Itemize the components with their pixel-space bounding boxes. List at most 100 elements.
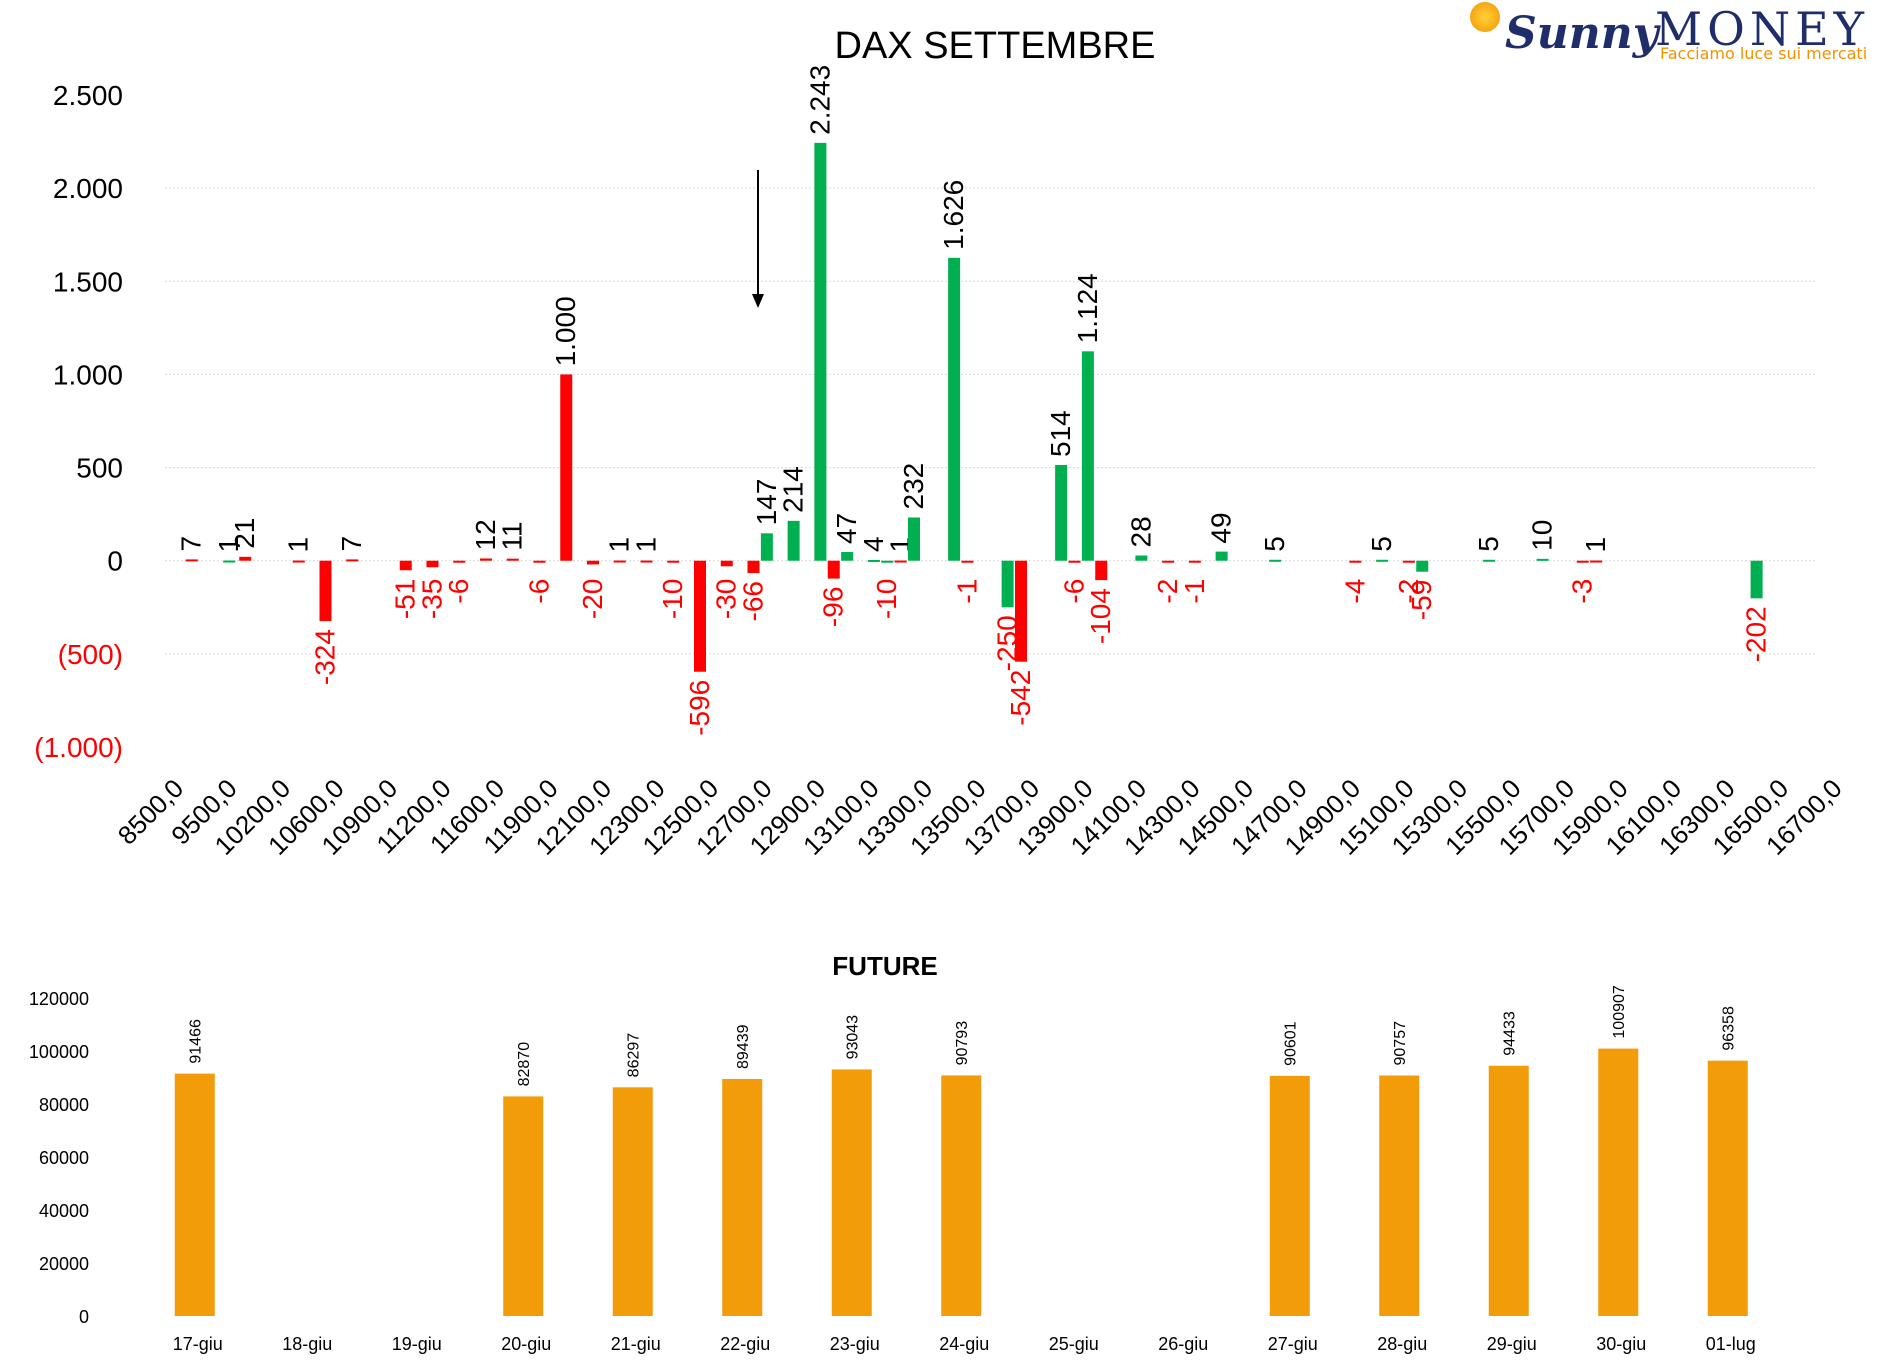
data-label: -30 <box>711 579 742 619</box>
bar <box>841 551 854 561</box>
bar <box>533 560 546 563</box>
data-label: -10 <box>657 579 688 619</box>
bar <box>747 560 760 574</box>
data-label: -324 <box>310 629 341 685</box>
data-label: 100907 <box>1611 985 1628 1038</box>
bar <box>506 558 519 561</box>
x-tick-label: 23-giu <box>830 1334 880 1354</box>
bar <box>1269 559 1282 562</box>
logo-tagline: Facciamo luce sui mercati <box>1660 44 1868 63</box>
data-label: -4 <box>1339 579 1370 604</box>
data-label: 1 <box>604 537 635 553</box>
bar <box>399 560 412 571</box>
data-label: -1 <box>952 579 983 604</box>
data-label: -59 <box>1406 580 1437 620</box>
data-label: 514 <box>1045 410 1076 457</box>
bar <box>1576 560 1589 563</box>
bar <box>1068 560 1081 563</box>
data-label: -104 <box>1085 588 1116 644</box>
x-tick-label: 20-giu <box>501 1334 551 1354</box>
data-label: 49 <box>1206 512 1237 543</box>
data-label: 1 <box>631 537 662 553</box>
data-label: 90757 <box>1392 1021 1409 1066</box>
y-tick-label: (500) <box>58 639 123 670</box>
data-label: -596 <box>684 680 715 736</box>
data-label: -2 <box>1152 579 1183 604</box>
data-label: 2.243 <box>804 65 835 135</box>
data-label: 7 <box>336 536 367 552</box>
data-label: -6 <box>443 579 474 604</box>
bar <box>894 560 907 563</box>
data-label: -35 <box>417 579 448 619</box>
y-tick-label: 80000 <box>39 1095 89 1115</box>
bar <box>587 560 599 565</box>
x-tick-label: 30-giu <box>1596 1334 1646 1354</box>
data-label: 94433 <box>1502 1011 1519 1056</box>
bar <box>1379 1075 1420 1316</box>
data-label: 147 <box>751 479 782 526</box>
arrow-head <box>752 294 764 308</box>
data-label: 5 <box>1473 536 1504 552</box>
data-label: 232 <box>898 463 929 510</box>
y-tick-label: 120000 <box>29 989 89 1009</box>
bar <box>560 374 573 561</box>
data-label: 10 <box>1527 520 1558 551</box>
logo-script: Sunny <box>1505 8 1659 59</box>
bar <box>867 559 880 562</box>
bar <box>346 559 359 562</box>
data-label: 7 <box>176 536 207 552</box>
y-tick-label: 100000 <box>29 1042 89 1062</box>
data-label: 4 <box>858 536 889 552</box>
brand-logo: Sunny MONEY Facciamo luce sui mercati <box>1460 0 1890 70</box>
bar <box>239 556 252 561</box>
future-chart: FUTURE 0 20000 40000 60000 80000 100000 120000 1… <box>29 951 1756 1354</box>
y-tick-label: 1.000 <box>53 359 123 390</box>
bar <box>1269 1075 1310 1316</box>
y-tick-label: 0 <box>107 546 123 577</box>
data-label: 28 <box>1125 516 1156 547</box>
bar <box>722 1078 763 1316</box>
chart-title: FUTURE <box>832 951 937 981</box>
bar <box>720 560 733 567</box>
data-label: 82870 <box>516 1042 533 1087</box>
data-label: 47 <box>831 513 862 544</box>
bar <box>223 560 236 563</box>
x-tick-label: 24-giu <box>939 1334 989 1354</box>
data-label: -202 <box>1741 606 1772 662</box>
bar <box>814 142 827 561</box>
bar <box>1081 351 1094 561</box>
data-label: -6 <box>1059 579 1090 604</box>
data-label: -3 <box>1567 579 1598 604</box>
y-tick-label: (1.000) <box>34 732 123 763</box>
data-label: -96 <box>818 587 849 627</box>
y-tick-label: 500 <box>76 453 123 484</box>
data-label: 93043 <box>845 1015 862 1060</box>
data-label: 21 <box>229 518 260 549</box>
bar <box>1707 1060 1748 1316</box>
data-label: -1 <box>1179 579 1210 604</box>
y-tick-label: 1.500 <box>53 266 123 297</box>
data-label: 12 <box>470 519 501 550</box>
bar <box>1015 560 1027 662</box>
bar <box>1590 560 1603 563</box>
data-label: -542 <box>1005 670 1036 726</box>
data-label: -51 <box>390 579 421 619</box>
bar <box>503 1096 544 1316</box>
data-label: 90793 <box>954 1021 971 1066</box>
x-tick-label: 22-giu <box>720 1334 770 1354</box>
x-tick-label: 27-giu <box>1268 1334 1318 1354</box>
y-tick-label: 60000 <box>39 1148 89 1168</box>
bar <box>480 558 492 561</box>
bar <box>1536 558 1549 561</box>
data-label: 1.626 <box>938 180 969 250</box>
bar <box>1055 464 1068 561</box>
data-label: 1.000 <box>550 296 581 366</box>
data-label: 96358 <box>1721 1006 1738 1051</box>
bar <box>948 257 961 561</box>
bar <box>1001 560 1014 608</box>
x-tick-label: 26-giu <box>1158 1334 1208 1354</box>
data-label: 1 <box>1580 537 1611 553</box>
bar <box>1135 555 1148 561</box>
data-label: 91466 <box>188 1019 205 1064</box>
data-label: -2 <box>1393 579 1424 604</box>
